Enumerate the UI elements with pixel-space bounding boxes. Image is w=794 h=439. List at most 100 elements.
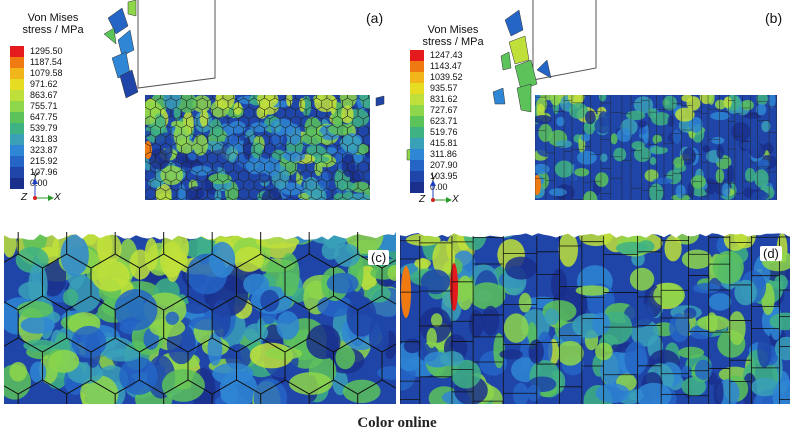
chip-fragments-b	[406, 9, 552, 161]
stress-patch	[145, 101, 163, 117]
workpiece-b-field	[535, 95, 777, 200]
grain-boundary	[163, 379, 213, 404]
stress-patch	[16, 300, 54, 318]
chip-segment	[375, 95, 385, 107]
grain-boundary	[343, 80, 353, 92]
hex-grains-c	[4, 232, 396, 404]
stress-patch	[335, 345, 356, 370]
stress-patch	[708, 293, 732, 311]
panel-c	[4, 232, 396, 404]
stress-patch	[426, 327, 437, 349]
grain-boundary	[145, 190, 146, 198]
stress-patch	[664, 234, 682, 262]
chip-segment	[492, 87, 506, 105]
grain-boundary	[316, 196, 328, 200]
stress-patch	[71, 325, 107, 359]
legend-a-swatch	[10, 90, 24, 101]
stress-patch	[249, 122, 268, 133]
panel-a	[0, 0, 397, 228]
stress-patch	[577, 150, 597, 165]
stress-patch	[710, 111, 730, 121]
grain-boundary	[66, 379, 116, 404]
machined-surface-d	[400, 232, 790, 238]
legend-a-value: 1187.54	[30, 57, 62, 67]
stress-patch	[214, 190, 222, 200]
stress-patch	[387, 264, 396, 281]
stress-patch	[215, 95, 223, 109]
stress-patch	[579, 232, 613, 247]
stress-patch	[755, 103, 767, 116]
panel-label-d: (d)	[760, 246, 782, 261]
stress-patch	[264, 347, 303, 360]
stress-patch	[20, 316, 56, 334]
stress-patch	[91, 260, 130, 292]
legend-b-value: 311.86	[430, 149, 457, 159]
stress-patch	[164, 248, 181, 282]
stress-patch	[574, 167, 590, 177]
stress-patch	[649, 156, 657, 166]
legend-a-row: 863.67	[10, 90, 58, 101]
stress-patch	[750, 377, 780, 397]
legend-a-row: 755.71	[10, 101, 58, 112]
legend-b-swatch	[410, 116, 424, 127]
grain-boundary	[160, 196, 172, 200]
legend-b-row: 1143.47	[410, 61, 462, 72]
legend-b-swatch	[410, 182, 424, 193]
stress-patch	[276, 311, 300, 340]
stress-patch	[211, 299, 231, 338]
legend-b-row: 311.86	[410, 149, 457, 160]
legend-a-row: 431.83	[10, 134, 58, 145]
grain-boundary	[311, 80, 321, 92]
grain-boundary	[259, 80, 269, 92]
stress-patch	[716, 144, 724, 159]
stress-patch	[220, 384, 239, 404]
panel-b	[397, 0, 794, 228]
stress-patch	[260, 289, 280, 312]
stress-patch	[178, 184, 186, 200]
stress-patch	[741, 99, 754, 111]
grain-boundary	[280, 80, 290, 92]
legend-b-swatch	[410, 160, 424, 171]
panel-label-b: (b)	[765, 10, 783, 26]
grain-boundary	[145, 118, 146, 126]
axis-y-letter-a: Y	[32, 171, 39, 182]
panel-label-c: (c)	[368, 250, 390, 265]
stress-patch	[761, 120, 771, 133]
stress-patch	[329, 96, 337, 115]
legend-a-row: 0.00	[10, 178, 48, 189]
stress-patch	[242, 137, 252, 160]
legend-a-swatch	[10, 156, 24, 167]
stress-patch	[468, 309, 484, 338]
grain-boundary	[201, 196, 213, 200]
stress-patch	[681, 365, 692, 378]
legend-a-swatch	[10, 68, 24, 79]
stress-patch	[367, 285, 391, 303]
stress-patch	[723, 96, 732, 109]
axis-z-letter-b: Z	[419, 194, 426, 205]
chip-segment	[119, 69, 139, 99]
grain-boundary	[374, 152, 384, 164]
legend-a-row: 971.62	[10, 79, 58, 90]
legend-b-value: 103.95	[430, 171, 458, 181]
stress-patch	[558, 232, 579, 267]
stress-patch	[279, 253, 300, 297]
axis-x-letter-a: X	[54, 192, 61, 203]
grain-boundary	[274, 196, 286, 200]
chip-segment	[508, 35, 530, 65]
grain-boundary	[129, 179, 139, 191]
stress-field-c	[4, 232, 396, 404]
legend-a-value: 215.92	[30, 156, 58, 166]
grain-boundary	[308, 379, 359, 404]
legend-a-value: 1079.58	[30, 68, 63, 78]
stress-patch	[114, 289, 158, 331]
chip-segment	[536, 59, 552, 79]
stress-patch	[499, 349, 523, 360]
stress-patch	[703, 178, 717, 195]
stress-patch	[184, 301, 211, 314]
stress-patch	[535, 95, 541, 101]
stress-patch	[224, 134, 241, 145]
legend-a-value: 539.79	[30, 123, 58, 133]
stress-patch	[548, 188, 567, 197]
legend-a-value: 971.62	[30, 79, 58, 89]
stress-patch	[556, 116, 565, 127]
